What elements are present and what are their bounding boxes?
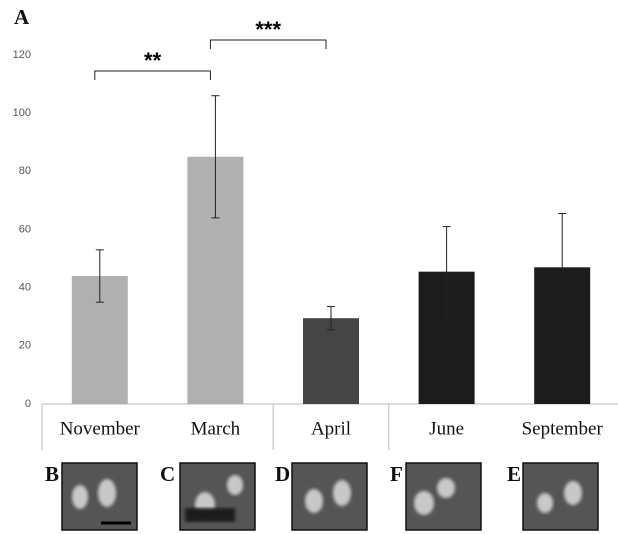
figure: A B C D F E 0 20 40 60 80 100 120 November March Apri… [0, 0, 618, 534]
image-label: E [507, 462, 521, 486]
x-tick-label: April [311, 418, 351, 439]
image-label: B [45, 462, 59, 486]
image-label: C [160, 462, 175, 486]
y-tick-label: 20 [19, 340, 31, 352]
cell [72, 485, 88, 509]
y-tick-label: 100 [13, 107, 31, 119]
y-tick-label: 60 [19, 223, 31, 235]
cell [305, 489, 323, 513]
y-tick-label: 0 [25, 398, 31, 410]
x-tick-label: March [191, 418, 241, 439]
x-tick-label: June [429, 418, 464, 439]
cell [537, 493, 553, 513]
y-tick-label: 80 [19, 165, 31, 177]
cell [437, 478, 455, 498]
y-tick-label: 120 [13, 49, 31, 61]
cell [227, 475, 243, 495]
panel-label: A [14, 5, 30, 29]
cell [414, 491, 434, 515]
cell [98, 479, 116, 507]
significance-label: ** [144, 48, 162, 73]
significance-label: *** [255, 17, 281, 42]
cell [564, 481, 582, 505]
bar [303, 318, 359, 404]
dark-region [185, 508, 235, 522]
image-label: F [390, 462, 403, 486]
image-label: D [275, 462, 290, 486]
x-tick-label: September [522, 418, 604, 439]
micrograph [292, 463, 367, 530]
cell [333, 480, 351, 506]
x-tick-label: November [60, 418, 141, 439]
y-tick-label: 40 [19, 282, 31, 294]
micrograph [523, 463, 598, 530]
